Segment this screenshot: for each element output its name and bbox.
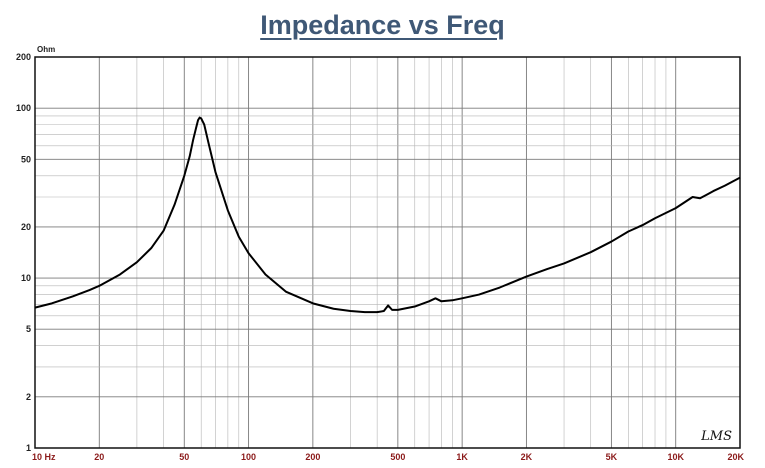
y-tick-label: 200	[16, 52, 31, 62]
x-tick-label: 5K	[606, 452, 618, 462]
x-tick-label: 100	[241, 452, 256, 462]
y-tick-label: 2	[26, 392, 31, 402]
x-tick-label: 10K	[667, 452, 684, 462]
chart-title: Impedance vs Freq	[260, 10, 505, 40]
y-tick-label: 100	[16, 103, 31, 113]
x-tick-label: 50	[179, 452, 189, 462]
y-axis-unit-label: Ohm	[37, 45, 55, 54]
x-tick-label: 2K	[521, 452, 533, 462]
impedance-curve	[34, 116, 741, 314]
x-axis-ticks: 10 Hz 20 50 100 200 500 1K 2K 5K 10K 20K	[32, 452, 744, 462]
plot-frame	[34, 56, 741, 449]
y-tick-label: 1	[26, 443, 31, 453]
lms-watermark: LMS	[700, 429, 732, 444]
y-tick-label: 10	[21, 273, 31, 283]
y-tick-label: 50	[21, 154, 31, 164]
x-tick-label: 20	[94, 452, 104, 462]
y-tick-label: 20	[21, 222, 31, 232]
y-axis-ticks: 1 2 5 10 20 50 100 200	[16, 52, 31, 453]
x-tick-label: 20K	[727, 452, 744, 462]
x-tick-label: 1K	[456, 452, 468, 462]
y-tick-label: 5	[26, 324, 31, 334]
grid	[34, 56, 741, 449]
x-tick-label: 500	[390, 452, 405, 462]
x-tick-label: 10 Hz	[32, 452, 56, 462]
x-tick-label: 200	[305, 452, 320, 462]
